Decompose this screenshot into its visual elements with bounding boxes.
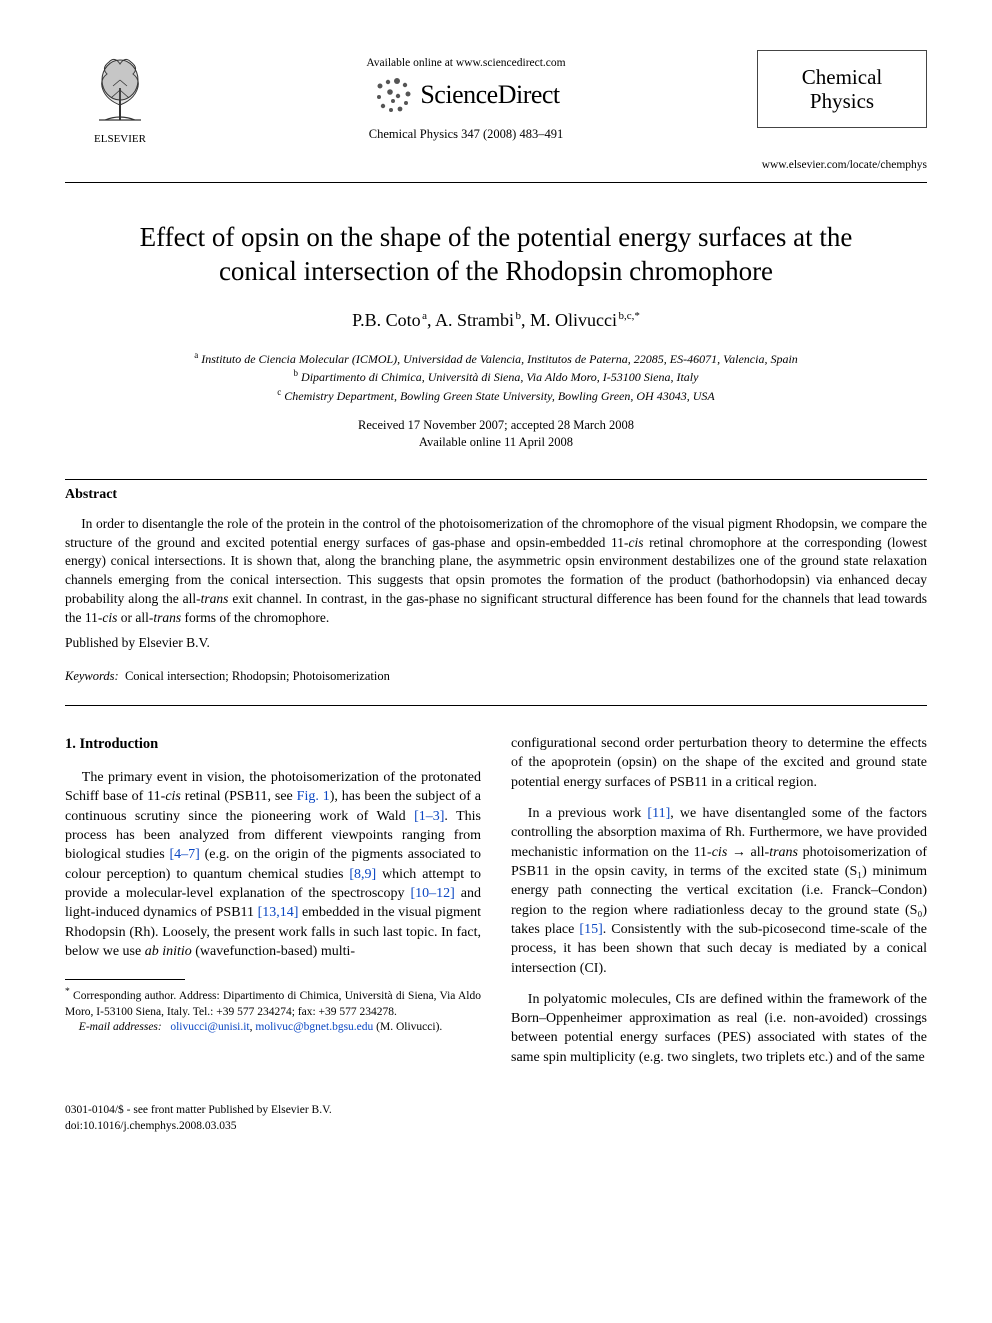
affiliation-b: Dipartimento di Chimica, Università di S… — [301, 370, 698, 384]
header: ELSEVIER Available online at www.science… — [65, 50, 927, 174]
ref-10-12-link[interactable]: [10–12] — [410, 886, 454, 901]
page-footer: 0301-0104/$ - see front matter Published… — [65, 1103, 927, 1134]
affiliation-c: Chemistry Department, Bowling Green Stat… — [284, 389, 714, 403]
ref-13-14-link[interactable]: [13,14] — [258, 905, 299, 920]
intro-paragraph-2: In a previous work [11], we have disenta… — [511, 804, 927, 978]
article-title: Effect of opsin on the shape of the pote… — [105, 221, 887, 289]
published-by: Published by Elsevier B.V. — [65, 634, 927, 652]
sciencedirect-wordmark: ScienceDirect — [420, 77, 559, 112]
abstract-rule-bottom — [65, 705, 927, 706]
ref-15-link[interactable]: [15] — [579, 922, 602, 937]
ref-8-9-link[interactable]: [8,9] — [349, 867, 376, 882]
abstract-body: In order to disentangle the role of the … — [65, 515, 927, 628]
journal-name-line1: Chemical — [768, 65, 916, 89]
keywords-line: Keywords: Conical intersection; Rhodopsi… — [65, 668, 927, 685]
ref-1-3-link[interactable]: [1–3] — [414, 809, 444, 824]
affiliation-a: Instituto de Ciencia Molecular (ICMOL), … — [201, 352, 798, 366]
affiliations: a Instituto de Ciencia Molecular (ICMOL)… — [65, 349, 927, 405]
abstract-label: Abstract — [65, 486, 927, 505]
intro-paragraph-1-cont: configurational second order perturbatio… — [511, 734, 927, 792]
email-link-1[interactable]: olivucci@unisi.it — [170, 1021, 249, 1033]
elsevier-tree-icon — [85, 50, 155, 125]
intro-paragraph-3: In polyatomic molecules, CIs are defined… — [511, 990, 927, 1067]
available-online-text: Available online at www.sciencedirect.co… — [175, 56, 757, 72]
journal-title-box: Chemical Physics — [757, 50, 927, 128]
left-column: 1. Introduction The primary event in vis… — [65, 734, 481, 1079]
email-link-2[interactable]: molivuc@bgnet.bgsu.edu — [255, 1021, 373, 1033]
header-right: Chemical Physics www.elsevier.com/locate… — [757, 50, 927, 174]
footnotes: * Corresponding author. Address: Diparti… — [65, 986, 481, 1035]
journal-name-line2: Physics — [768, 89, 916, 113]
ref-fig1-link[interactable]: Fig. 1 — [297, 789, 330, 804]
body-columns: 1. Introduction The primary event in vis… — [65, 734, 927, 1079]
authors: P.B. Coto a, A. Strambi b, M. Olivucci b… — [65, 308, 927, 332]
sciencedirect-logo: ScienceDirect — [175, 74, 757, 116]
header-center: Available online at www.sciencedirect.co… — [175, 50, 757, 142]
right-column: configurational second order perturbatio… — [511, 734, 927, 1079]
publisher-name: ELSEVIER — [65, 132, 175, 147]
journal-reference: Chemical Physics 347 (2008) 483–491 — [175, 126, 757, 143]
section-heading-intro: 1. Introduction — [65, 734, 481, 754]
intro-paragraph-1: The primary event in vision, the photois… — [65, 768, 481, 961]
header-rule — [65, 182, 927, 183]
received-date: Received 17 November 2007; accepted 28 M… — [65, 417, 927, 434]
email-addresses: E-mail addresses: olivucci@unisi.it, mol… — [65, 1020, 481, 1036]
corresponding-author-note: * Corresponding author. Address: Diparti… — [65, 986, 481, 1020]
online-date: Available online 11 April 2008 — [65, 434, 927, 451]
footnote-rule — [65, 979, 185, 980]
ref-4-7-link[interactable]: [4–7] — [169, 847, 199, 862]
sciencedirect-swirl-icon — [372, 74, 414, 116]
keywords-values: Conical intersection; Rhodopsin; Photois… — [125, 669, 390, 683]
doi-line: doi:10.1016/j.chemphys.2008.03.035 — [65, 1119, 927, 1135]
article-dates: Received 17 November 2007; accepted 28 M… — [65, 417, 927, 451]
abstract-rule-top — [65, 479, 927, 480]
keywords-label: Keywords: — [65, 669, 119, 683]
publisher-logo-block: ELSEVIER — [65, 50, 175, 147]
ref-11-link[interactable]: [11] — [647, 806, 670, 821]
journal-url: www.elsevier.com/locate/chemphys — [757, 158, 927, 174]
issn-line: 0301-0104/$ - see front matter Published… — [65, 1103, 927, 1119]
